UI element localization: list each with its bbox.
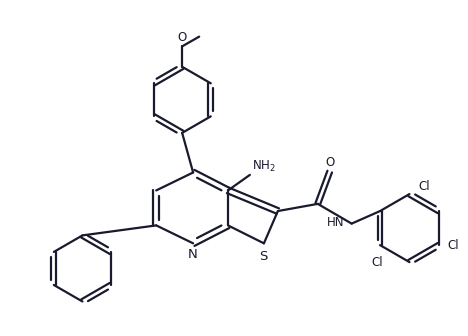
Text: N: N (188, 248, 198, 260)
Text: S: S (259, 250, 267, 263)
Text: Cl: Cl (418, 180, 430, 193)
Text: O: O (325, 156, 334, 169)
Text: HN: HN (327, 216, 345, 229)
Text: O: O (177, 31, 187, 44)
Text: Cl: Cl (372, 256, 383, 269)
Text: Cl: Cl (448, 239, 459, 252)
Text: NH$_2$: NH$_2$ (252, 159, 276, 174)
